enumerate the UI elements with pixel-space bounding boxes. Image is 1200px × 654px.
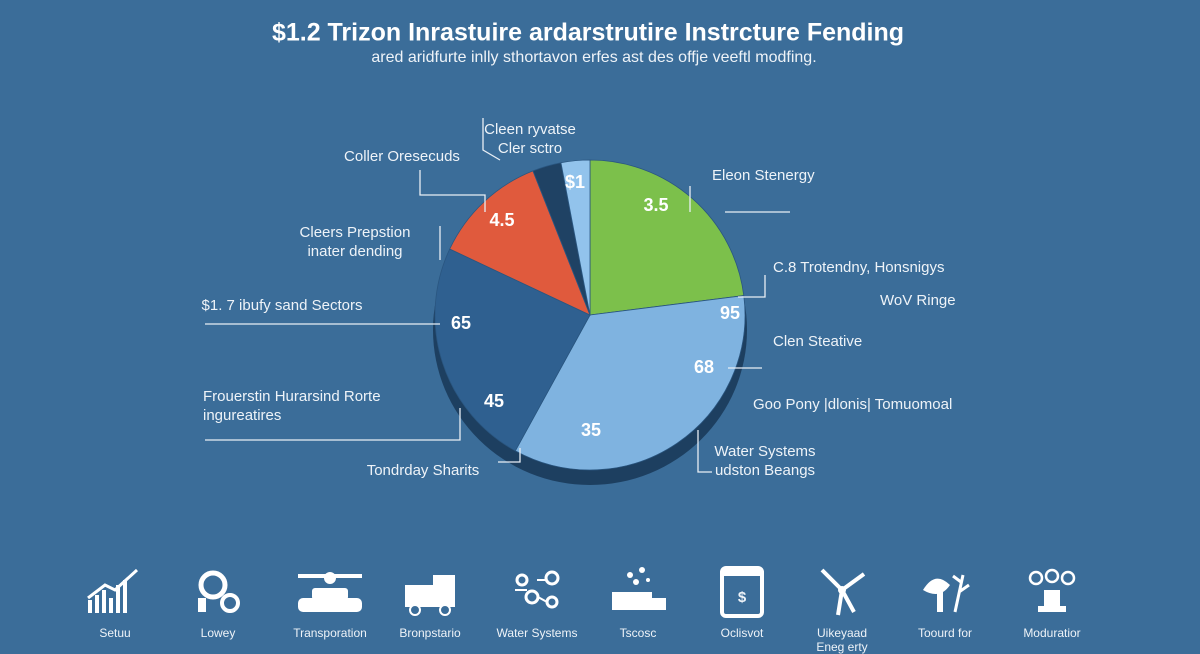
callout-text: inater dending	[307, 243, 402, 260]
callout-text: Clen Steative	[773, 333, 862, 350]
icon-shape	[646, 578, 650, 582]
icon-shape	[220, 593, 240, 613]
slice-label: 35	[581, 420, 601, 440]
icon-shape	[633, 579, 639, 585]
icon-shape	[1038, 606, 1066, 612]
callout-text: Tondrday Sharits	[367, 462, 480, 479]
icon-label: Setuu	[99, 626, 130, 640]
icon-shape	[198, 570, 228, 600]
callout-text: Frouerstin Hurarsind Rorte	[203, 388, 381, 405]
callout-text: ingureatires	[203, 407, 281, 424]
callout-text: Water Systems	[714, 443, 815, 460]
pie-slice	[434, 248, 591, 452]
callout-text: Eleon Stenergy	[712, 167, 815, 184]
slice-label: 45	[484, 391, 504, 411]
icon-shape	[198, 598, 206, 612]
icon-shape	[612, 592, 652, 610]
icon-label: Water Systems	[497, 626, 578, 640]
icon-shape	[1044, 568, 1060, 584]
icon-label: Tscosc	[620, 626, 657, 640]
slice-label: 68	[694, 357, 714, 377]
callout-text: udston Beangs	[715, 462, 815, 479]
icon-label: Moduratior	[1023, 626, 1080, 640]
icon-label: Toourd for	[918, 626, 972, 640]
leader-line	[498, 448, 521, 463]
icon-shape	[87, 568, 139, 600]
slice-label: 65	[451, 313, 471, 333]
slice-label: 95	[720, 303, 740, 323]
icon-shape	[937, 590, 943, 612]
icon-shape	[312, 588, 348, 600]
icon-shape	[439, 604, 451, 616]
icon-shape	[433, 575, 455, 607]
icon-shape	[515, 579, 548, 603]
icon-label: Transporation	[293, 626, 367, 640]
icon-shape	[88, 580, 127, 613]
icon-shape	[820, 568, 866, 616]
icon-shape	[722, 568, 762, 576]
pie-slice	[514, 295, 746, 471]
icon-shape	[298, 598, 362, 612]
icon-shape	[1044, 590, 1060, 606]
callout-text: Goo Pony |dlonis| Tomuomoal	[753, 396, 952, 413]
chart-subtitle: ared aridfurte inlly sthortavon erfes as…	[371, 49, 816, 66]
icon-shape	[838, 586, 846, 594]
leader-line	[738, 275, 766, 298]
pie-slice	[589, 159, 745, 316]
leader-line	[697, 430, 712, 473]
icon-label: Bronpstario	[399, 626, 461, 640]
icon-shape	[923, 578, 950, 594]
icon-shape: $	[738, 589, 747, 606]
icon-shape	[544, 570, 560, 586]
slice-label: $1	[565, 172, 585, 192]
pie-slice	[560, 159, 591, 316]
callout-text: WoV Ringe	[880, 292, 956, 309]
slice-label: 4.5	[489, 210, 514, 230]
slice-label: 3.5	[643, 195, 668, 215]
callout-text: Cleen ryvatse	[484, 121, 576, 138]
icon-shape	[627, 572, 633, 578]
icon-label: Uikeyaad	[817, 626, 867, 640]
callout-text: C.8 Trotendny, Honsnigys	[773, 259, 944, 276]
icon-label: Oclisvot	[721, 626, 764, 640]
callout-text: Cler sctro	[498, 140, 562, 157]
icon-label: Eneg erty	[816, 640, 867, 654]
icon-shape	[639, 567, 645, 573]
icon-shape	[298, 574, 362, 578]
icon-label: Lowey	[201, 626, 236, 640]
chart-title: $1.2 Trizon Inrastuire ardarstrutire Ins…	[272, 19, 904, 47]
icon-shape	[515, 573, 529, 587]
icon-shape	[952, 574, 970, 613]
leader-line	[482, 118, 501, 161]
icon-shape	[1028, 570, 1044, 586]
icon-shape	[405, 585, 433, 607]
callout-text: Cleers Prepstion	[300, 224, 411, 241]
callout-text: $1. 7 ibufy sand Sectors	[202, 297, 363, 314]
leader-line	[205, 408, 461, 441]
icon-shape	[409, 604, 421, 616]
leader-line	[419, 170, 486, 212]
icon-shape	[652, 598, 666, 610]
callout-text: Coller Oresecuds	[344, 148, 460, 165]
icon-shape	[1060, 570, 1076, 586]
